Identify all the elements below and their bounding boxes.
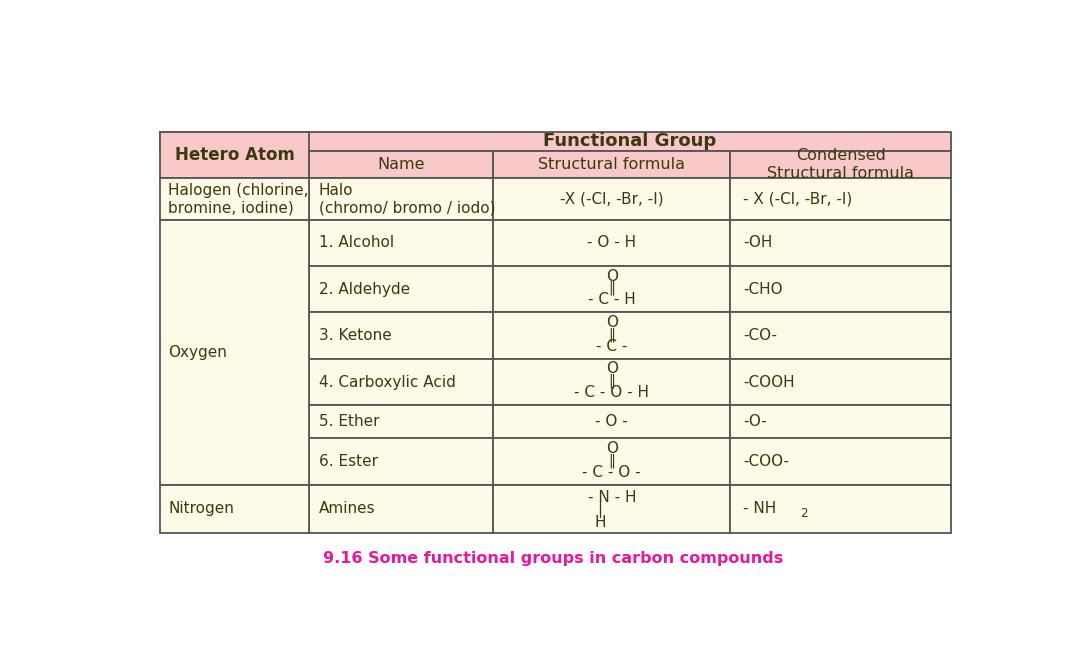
Text: 2. Aldehyde: 2. Aldehyde bbox=[319, 282, 410, 297]
Text: -OH: -OH bbox=[743, 235, 772, 250]
Bar bbox=[494, 485, 730, 533]
Text: -X (-Cl, -Br, -I): -X (-Cl, -Br, -I) bbox=[559, 191, 663, 206]
Bar bbox=[494, 266, 730, 312]
Bar bbox=[309, 485, 494, 533]
Bar bbox=[309, 312, 494, 359]
Text: ‖: ‖ bbox=[608, 327, 616, 342]
Bar bbox=[309, 266, 494, 312]
Bar bbox=[730, 359, 951, 405]
Bar bbox=[494, 219, 730, 266]
Bar bbox=[494, 179, 730, 219]
Text: Amines: Amines bbox=[319, 501, 376, 516]
Bar bbox=[730, 219, 951, 266]
Text: -O-: -O- bbox=[743, 415, 767, 429]
Text: -CHO: -CHO bbox=[743, 282, 783, 297]
Text: Halogen (chlorine,
bromine, iodine): Halogen (chlorine, bromine, iodine) bbox=[168, 183, 309, 215]
Text: 9.16 Some functional groups in carbon compounds: 9.16 Some functional groups in carbon co… bbox=[323, 552, 784, 566]
Bar bbox=[494, 438, 730, 485]
Text: H: H bbox=[594, 515, 606, 530]
Bar bbox=[730, 179, 951, 219]
Bar bbox=[309, 219, 494, 266]
Bar bbox=[730, 438, 951, 485]
Text: O: O bbox=[606, 269, 618, 284]
Bar bbox=[309, 438, 494, 485]
Text: 6. Ester: 6. Ester bbox=[319, 454, 378, 469]
Text: -CO-: -CO- bbox=[743, 328, 777, 343]
Text: |: | bbox=[597, 502, 603, 518]
Bar bbox=[160, 485, 309, 533]
Text: 2: 2 bbox=[800, 507, 808, 520]
Text: - C - O - H: - C - O - H bbox=[575, 385, 649, 400]
Bar bbox=[730, 485, 951, 533]
Text: -COO-: -COO- bbox=[743, 454, 789, 469]
Text: - C - H: - C - H bbox=[588, 292, 636, 307]
Bar bbox=[160, 179, 309, 219]
Text: O: O bbox=[606, 441, 618, 456]
Text: Functional Group: Functional Group bbox=[543, 132, 716, 150]
Text: -COOH: -COOH bbox=[743, 375, 795, 390]
Bar bbox=[309, 405, 494, 438]
Bar bbox=[730, 151, 951, 179]
Bar bbox=[309, 179, 494, 219]
Text: Nitrogen: Nitrogen bbox=[168, 501, 234, 516]
Text: - O - H: - O - H bbox=[588, 235, 636, 250]
Text: 5. Ether: 5. Ether bbox=[319, 415, 379, 429]
Text: Halo
(chromo/ bromo / iodo): Halo (chromo/ bromo / iodo) bbox=[319, 183, 496, 215]
Bar bbox=[730, 405, 951, 438]
Bar bbox=[494, 151, 730, 179]
Text: - C - O -: - C - O - bbox=[582, 465, 642, 479]
Bar bbox=[160, 132, 309, 179]
Text: - X (-Cl, -Br, -I): - X (-Cl, -Br, -I) bbox=[743, 191, 852, 206]
Bar bbox=[160, 132, 951, 151]
Text: - O -: - O - bbox=[595, 415, 629, 429]
Text: ‖: ‖ bbox=[608, 453, 616, 468]
Bar bbox=[494, 405, 730, 438]
Text: 3. Ketone: 3. Ketone bbox=[319, 328, 392, 343]
Bar bbox=[730, 312, 951, 359]
Text: - C -: - C - bbox=[596, 339, 627, 354]
Text: O: O bbox=[606, 315, 618, 330]
Text: Structural formula: Structural formula bbox=[538, 157, 685, 172]
Bar bbox=[309, 151, 494, 179]
Text: Name: Name bbox=[377, 157, 424, 172]
Text: Hetero Atom: Hetero Atom bbox=[175, 146, 295, 164]
Text: 1. Alcohol: 1. Alcohol bbox=[319, 235, 394, 250]
Bar bbox=[494, 359, 730, 405]
Text: - N - H: - N - H bbox=[588, 490, 636, 505]
Text: ‖: ‖ bbox=[608, 373, 616, 388]
Text: ‖: ‖ bbox=[608, 281, 616, 295]
Text: O: O bbox=[606, 362, 618, 377]
Bar bbox=[730, 266, 951, 312]
Text: - NH: - NH bbox=[743, 501, 777, 516]
Text: 4. Carboxylic Acid: 4. Carboxylic Acid bbox=[319, 375, 456, 390]
Text: Oxygen: Oxygen bbox=[168, 345, 228, 360]
Bar bbox=[494, 312, 730, 359]
Text: Condensed
Structural formula: Condensed Structural formula bbox=[767, 149, 915, 181]
Bar bbox=[309, 359, 494, 405]
Bar bbox=[160, 219, 309, 485]
